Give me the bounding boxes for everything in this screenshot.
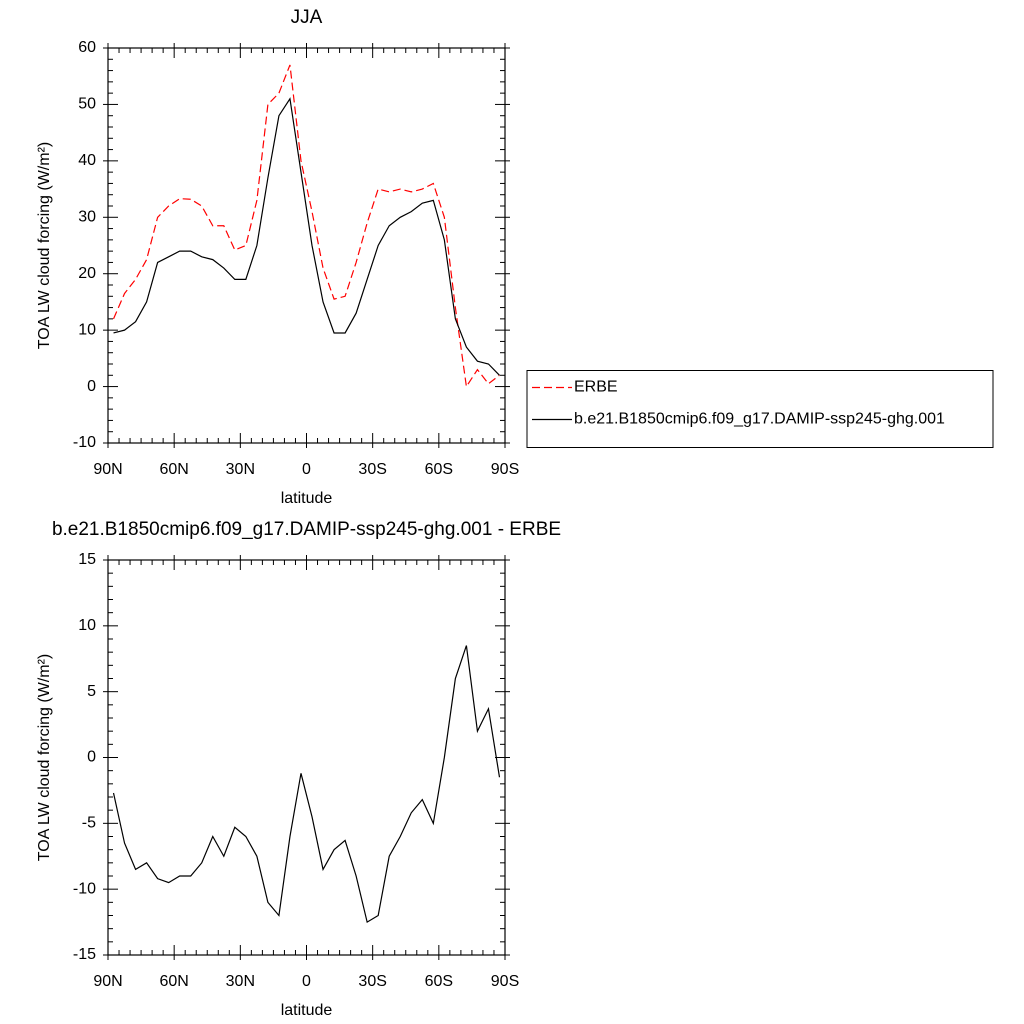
y-axis-label: TOA LW cloud forcing (W/m²)	[36, 142, 53, 349]
x-tick-label: 30S	[358, 461, 386, 478]
x-tick-label: 90N	[93, 461, 122, 478]
y-axis-label: TOA LW cloud forcing (W/m²)	[36, 654, 53, 861]
y-tick-label: -10	[73, 880, 96, 897]
y-tick-label: 10	[78, 617, 96, 634]
data-line	[112, 645, 501, 924]
x-tick-label: 90S	[491, 461, 519, 478]
x-tick-label: 60N	[159, 973, 188, 990]
x-tick-label: 0	[302, 973, 311, 990]
x-tick-label: 60S	[425, 461, 453, 478]
x-tick-label: 60N	[159, 461, 188, 478]
y-tick-label: 5	[87, 683, 96, 700]
data-line	[113, 97, 500, 376]
x-tick-label: 90N	[93, 973, 122, 990]
x-tick-label: 0	[302, 461, 311, 478]
y-tick-label: 0	[87, 378, 96, 395]
x-tick-label: 60S	[425, 973, 453, 990]
legend-label: ERBE	[574, 379, 618, 396]
legend-label: b.e21.B1850cmip6.f09_g17.DAMIP-ssp245-gh…	[574, 411, 945, 428]
y-tick-label: -10	[73, 434, 96, 451]
y-tick-label: 30	[78, 209, 96, 226]
legend-box	[526, 370, 994, 448]
y-tick-label: 0	[87, 749, 96, 766]
x-tick-label: 30N	[226, 461, 255, 478]
x-tick-label: 30S	[358, 973, 386, 990]
chart-title: JJA	[291, 7, 323, 28]
y-tick-label: 50	[78, 96, 96, 113]
y-tick-label: -15	[73, 946, 96, 963]
y-tick-label: 10	[78, 321, 96, 338]
y-tick-label: 15	[78, 551, 96, 568]
plot-frame	[107, 559, 506, 956]
data-line	[112, 64, 500, 389]
y-tick-label: 60	[78, 39, 96, 56]
y-tick-label: 20	[78, 265, 96, 282]
y-tick-label: 40	[78, 152, 96, 169]
x-axis-label: latitude	[281, 1002, 333, 1019]
chart-title: b.e21.B1850cmip6.f09_g17.DAMIP-ssp245-gh…	[52, 519, 561, 540]
y-tick-label: -5	[82, 815, 96, 832]
x-tick-label: 90S	[491, 973, 519, 990]
plot-frame	[107, 47, 506, 444]
x-tick-label: 30N	[226, 973, 255, 990]
x-axis-label: latitude	[281, 490, 333, 507]
